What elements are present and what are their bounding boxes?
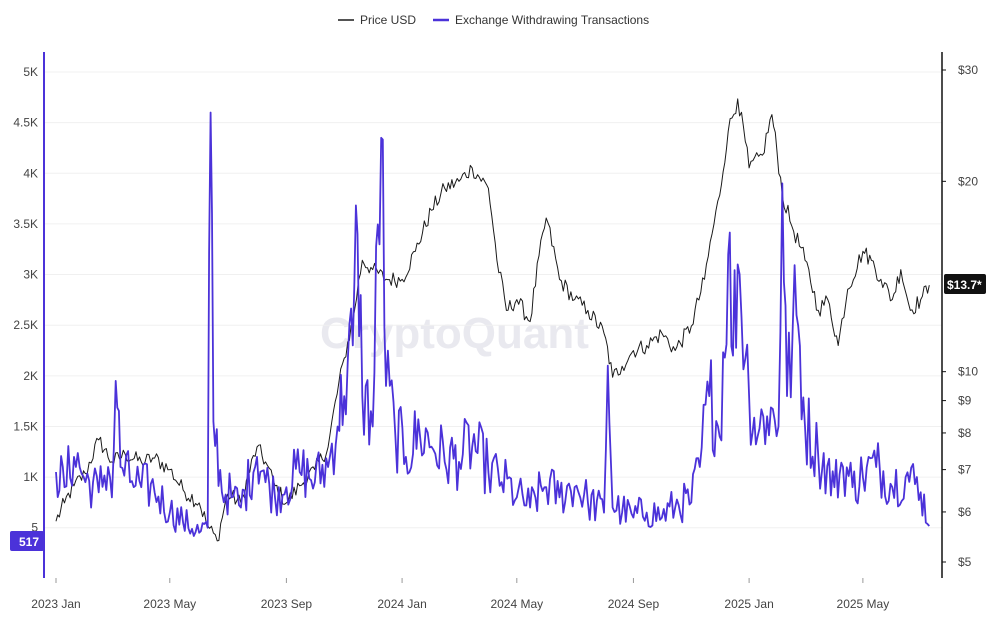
x-tick-label: 2023 Jan: [31, 597, 80, 611]
x-tick-label: 2024 May: [490, 597, 543, 611]
left-tick-label: 4K: [23, 166, 38, 180]
price-value-badge: $13.7*: [944, 274, 986, 294]
x-tick-label: 2023 Sep: [261, 597, 313, 611]
left-tick-label: 1K: [23, 470, 38, 484]
right-tick-label: $8: [958, 426, 972, 440]
x-tick-label: 2025 May: [837, 597, 890, 611]
right-axis: $5 $6 $7 $8 $9 $10 $20 $30: [942, 63, 978, 569]
x-axis: 2023 Jan 2023 May 2023 Sep 2024 Jan 2024 May…: [31, 578, 889, 611]
left-tick-label: 2.5K: [13, 318, 38, 332]
right-tick-label: $9: [958, 394, 972, 408]
right-tick-label: $10: [958, 365, 978, 379]
left-tick-label: 4.5K: [13, 116, 38, 130]
right-tick-label: $6: [958, 505, 972, 519]
withdraw-badge-bg: [10, 531, 44, 551]
series-layer: [55, 98, 930, 542]
watermark: CryptoQuant: [320, 309, 589, 358]
x-tick-label: 2023 May: [143, 597, 196, 611]
left-tick-label: 1.5K: [13, 419, 38, 433]
right-tick-label: $20: [958, 174, 978, 188]
withdraw-value-badge: 517: [10, 531, 44, 551]
x-tick-label: 2024 Sep: [608, 597, 660, 611]
legend-price-label[interactable]: Price USD: [360, 13, 416, 27]
x-tick-label: 2025 Jan: [724, 597, 773, 611]
x-tick-label: 2024 Jan: [377, 597, 426, 611]
price-series-line: [55, 98, 930, 542]
price-badge-text: $13.7*: [947, 278, 982, 292]
left-axis: 5 1K 1.5K 2K 2.5K 3K 3.5K 4K 4.5K 5K: [13, 65, 38, 535]
right-tick-label: $7: [958, 463, 972, 477]
left-tick-label: 5K: [23, 65, 38, 79]
withdraw-series-line: [55, 111, 930, 537]
right-tick-label: $30: [958, 63, 978, 77]
legend-withdraw-label[interactable]: Exchange Withdrawing Transactions: [455, 13, 649, 27]
left-tick-label: 3.5K: [13, 217, 38, 231]
legend: Price USD Exchange Withdrawing Transacti…: [338, 13, 649, 27]
left-tick-label: 3K: [23, 268, 38, 282]
price-badge-bg: [944, 274, 986, 294]
right-tick-label: $5: [958, 555, 972, 569]
left-tick-label: 5: [31, 521, 38, 535]
withdraw-badge-text: 517: [19, 535, 39, 549]
left-tick-label: 2K: [23, 369, 38, 383]
